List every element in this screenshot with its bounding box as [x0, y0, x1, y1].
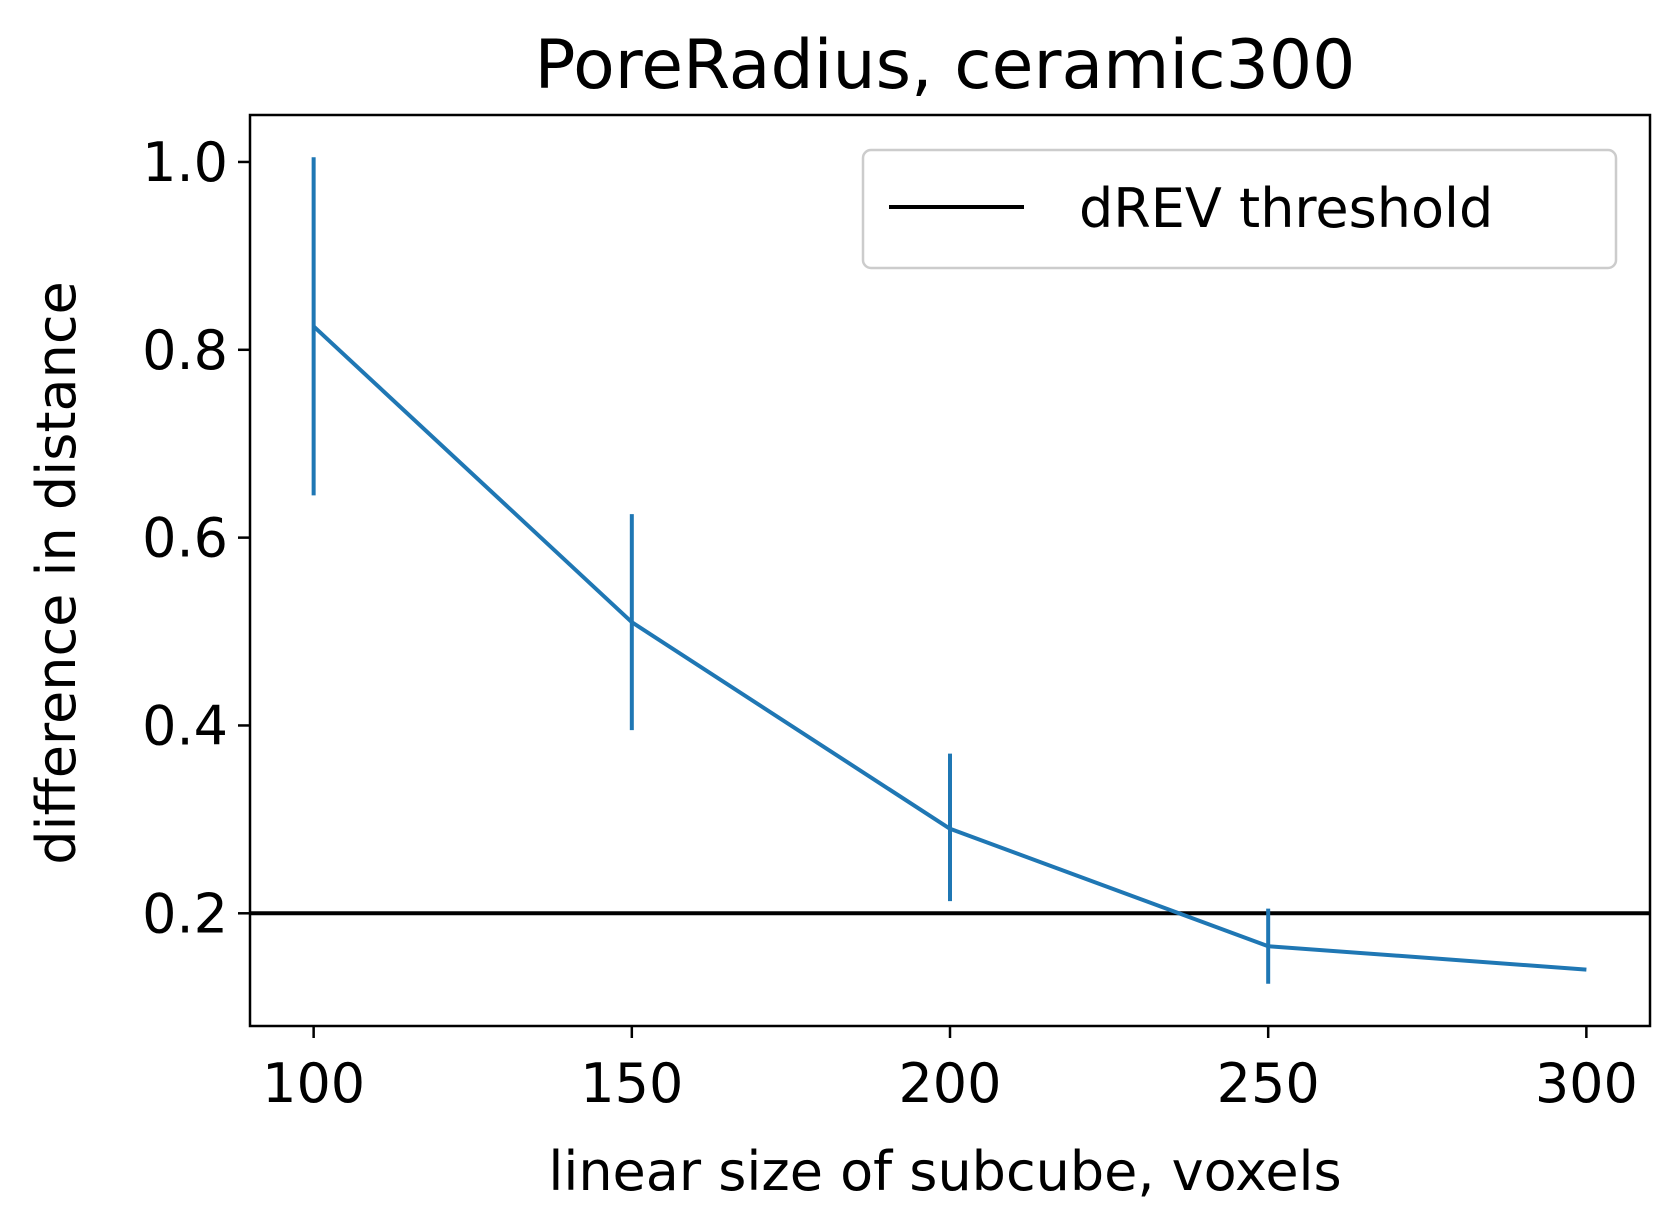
x-tick-label: 150 [580, 1052, 683, 1115]
legend-label-threshold: dREV threshold [1079, 177, 1493, 240]
y-tick-label: 1.0 [142, 131, 228, 194]
y-tick-label: 0.2 [142, 882, 228, 945]
x-tick-label: 100 [262, 1052, 365, 1115]
series-line [312, 324, 1587, 972]
errorbar-layer [311, 157, 1271, 984]
x-axis-label: linear size of subcube, voxels [548, 1140, 1341, 1203]
y-tick-label: 0.6 [142, 507, 228, 570]
chart-title: PoreRadius, ceramic300 [535, 26, 1356, 105]
legend: dREV threshold [861, 148, 1618, 270]
series-layer [312, 324, 1587, 972]
y-axis-ticks: 0.2 0.4 0.6 0.8 1.0 [142, 131, 250, 945]
x-tick-label: 200 [898, 1052, 1001, 1115]
y-tick-label: 0.4 [142, 694, 228, 757]
x-tick-label: 300 [1535, 1052, 1638, 1115]
legend-box [861, 148, 1618, 270]
y-tick-label: 0.8 [142, 319, 228, 382]
y-axis-label: difference in distance [25, 281, 88, 864]
x-tick-label: 250 [1217, 1052, 1320, 1115]
plot-area [248, 113, 1652, 1028]
x-axis-ticks: 100 150 200 250 300 [262, 1026, 1638, 1115]
